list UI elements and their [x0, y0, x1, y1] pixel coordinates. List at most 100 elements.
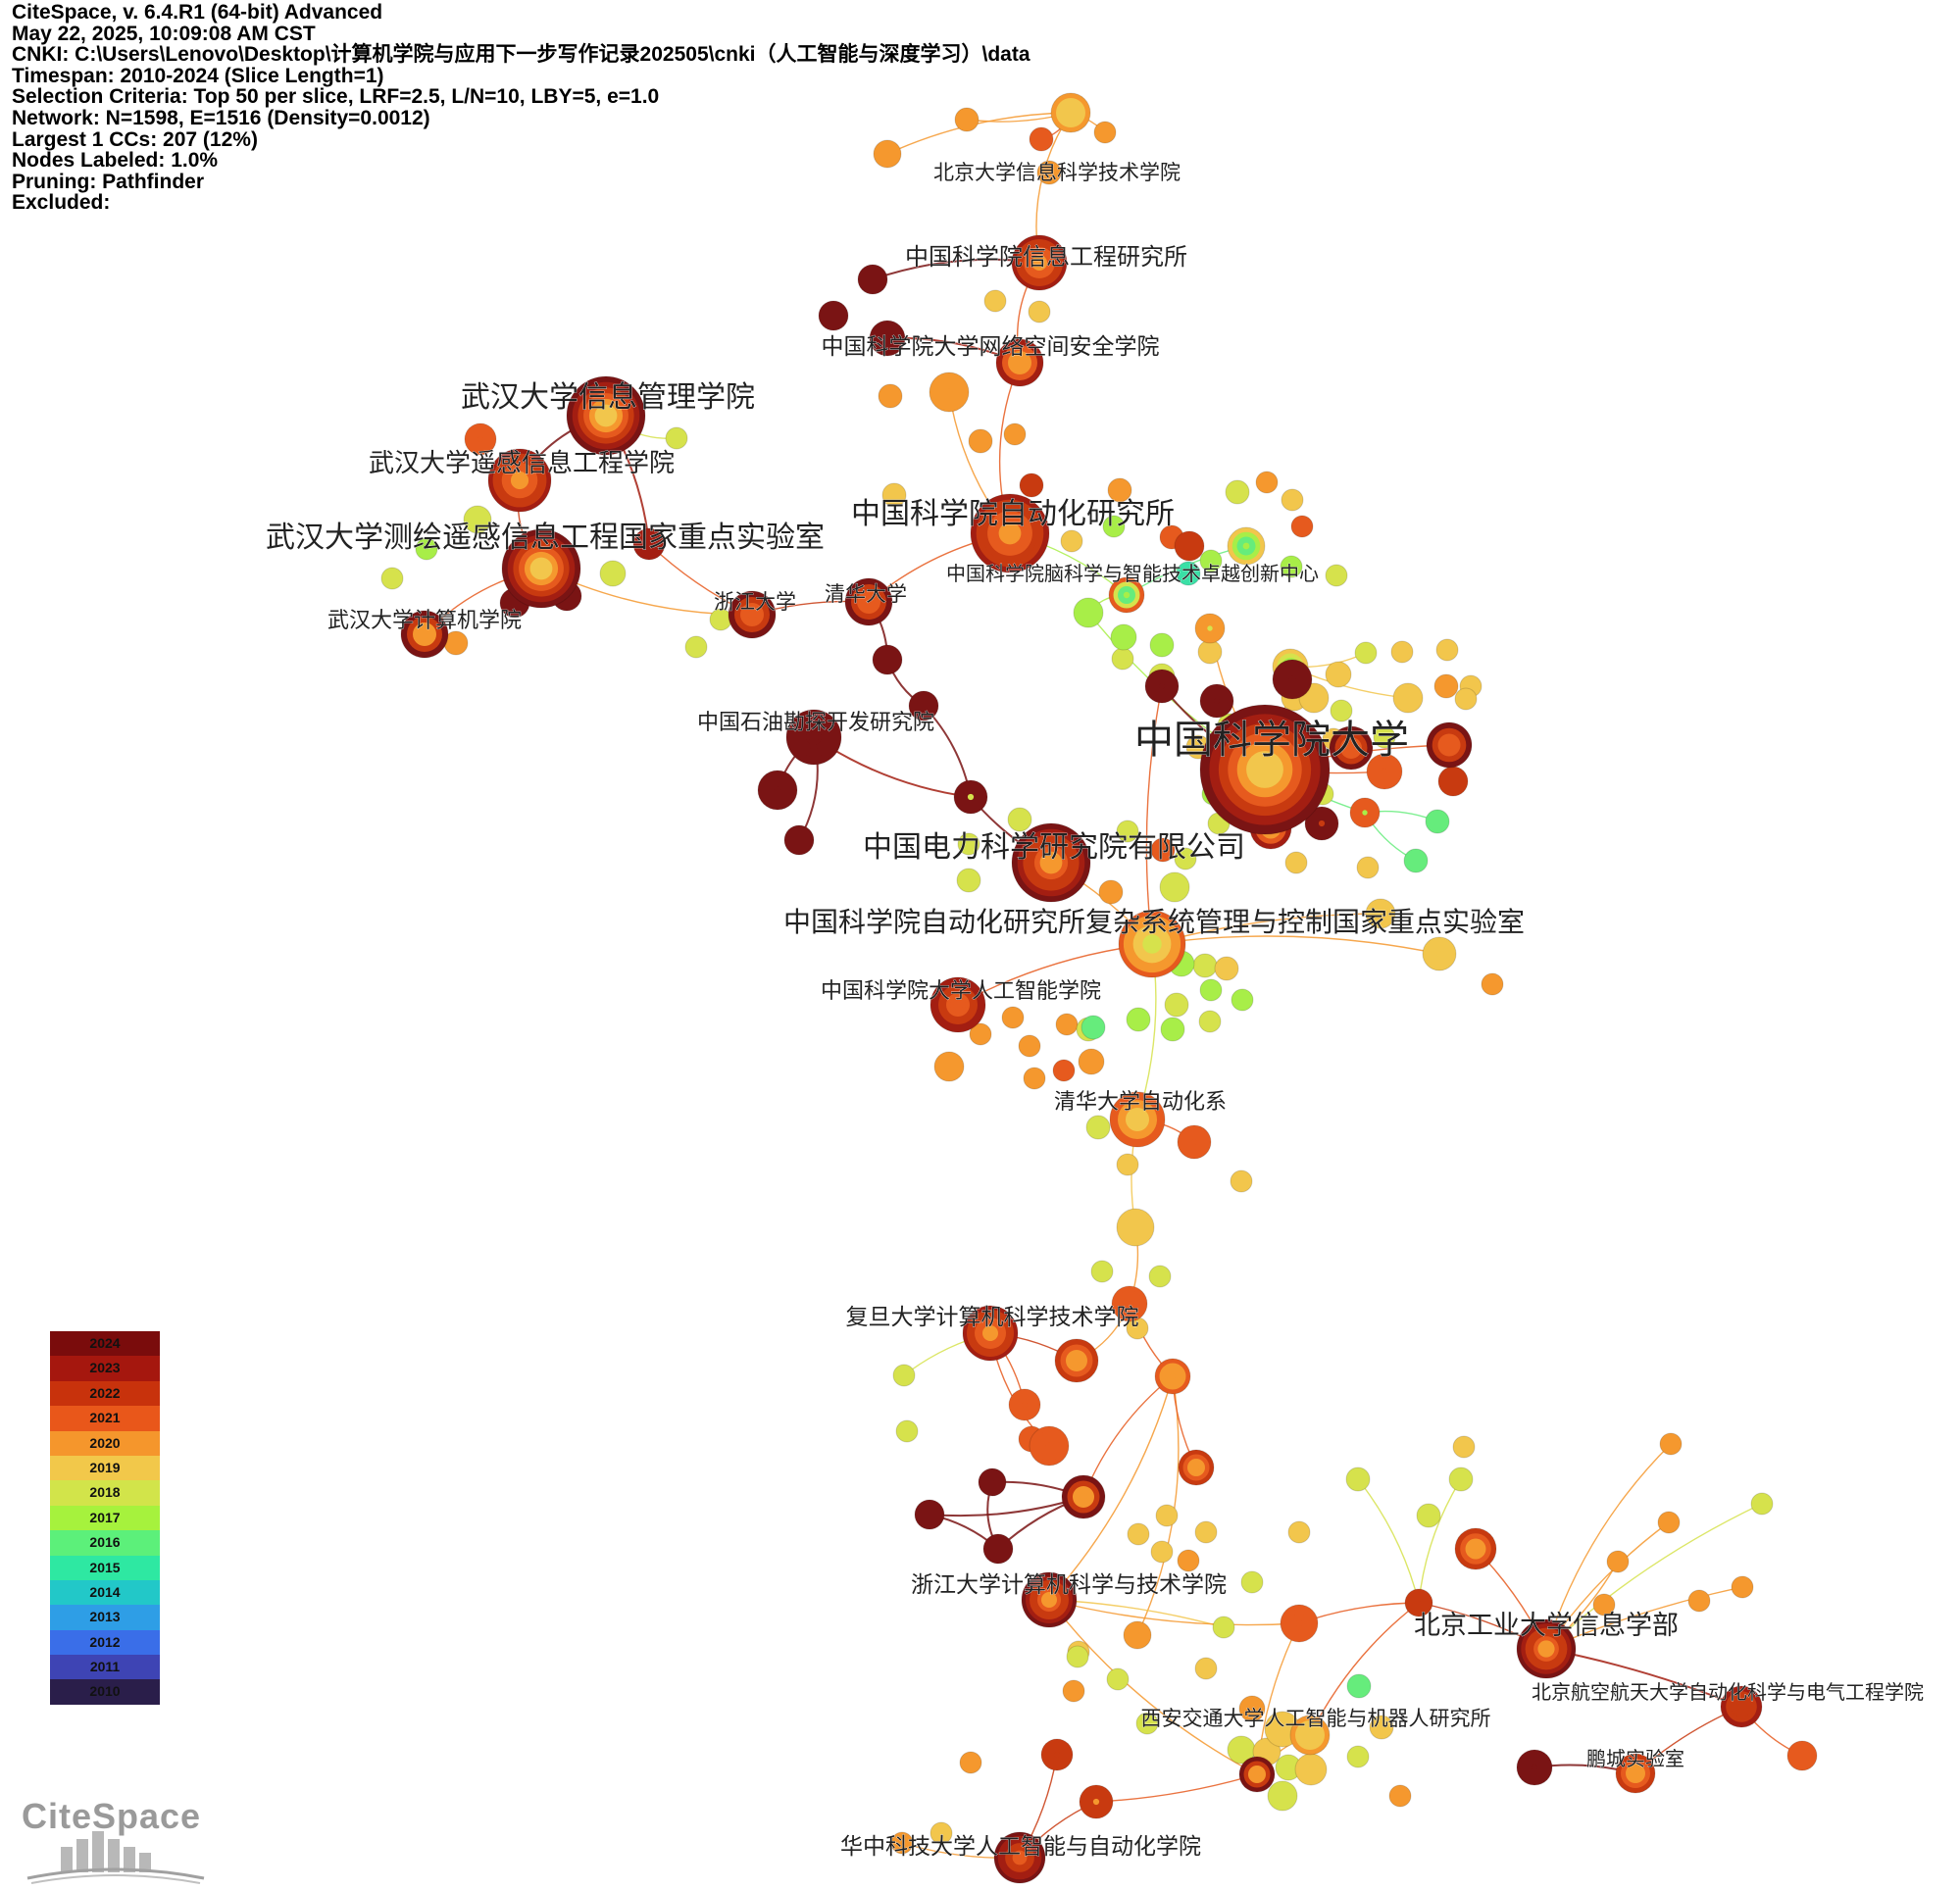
network-node[interactable] — [1073, 597, 1104, 628]
network-node[interactable] — [1040, 1738, 1074, 1771]
network-node[interactable] — [1280, 1604, 1319, 1643]
network-node[interactable] — [983, 289, 1007, 313]
network-node[interactable] — [1029, 126, 1054, 152]
network-node[interactable] — [1272, 659, 1313, 700]
network-node[interactable] — [914, 1499, 945, 1530]
network-node[interactable] — [1054, 1338, 1099, 1383]
network-node[interactable] — [1448, 1467, 1474, 1492]
network-node[interactable] — [1116, 820, 1139, 843]
network-node[interactable] — [1287, 1520, 1311, 1544]
network-node[interactable] — [929, 372, 970, 413]
network-node[interactable] — [1212, 1616, 1235, 1639]
network-node[interactable] — [1194, 1520, 1218, 1544]
network-node[interactable] — [930, 1821, 953, 1845]
network-node[interactable] — [1786, 1740, 1818, 1771]
network-node[interactable] — [1225, 479, 1250, 505]
network-node[interactable] — [1354, 641, 1378, 665]
network-node[interactable] — [1155, 1504, 1179, 1527]
network-node[interactable] — [1426, 721, 1473, 769]
network-node[interactable] — [1199, 549, 1223, 572]
network-node[interactable] — [684, 635, 708, 659]
network-node[interactable] — [959, 1751, 982, 1774]
network-node[interactable] — [400, 610, 449, 659]
network-node[interactable] — [1107, 477, 1132, 503]
network-node[interactable] — [1416, 1503, 1441, 1528]
network-node[interactable] — [969, 1022, 992, 1046]
network-node[interactable] — [1177, 1124, 1212, 1160]
network-node[interactable] — [1174, 847, 1197, 870]
network-node[interactable] — [463, 505, 492, 534]
network-node[interactable] — [1003, 423, 1027, 446]
network-node[interactable] — [632, 527, 666, 561]
network-node[interactable] — [1090, 1260, 1114, 1283]
network-node[interactable] — [1116, 1153, 1139, 1176]
network-node[interactable] — [1018, 1034, 1041, 1058]
network-node[interactable] — [1192, 953, 1218, 978]
network-node[interactable] — [1178, 1449, 1215, 1486]
network-node[interactable] — [1345, 1467, 1371, 1492]
network-node[interactable] — [1404, 1588, 1433, 1617]
network-node[interactable] — [930, 976, 986, 1033]
network-node[interactable] — [1388, 1784, 1412, 1808]
network-node[interactable] — [1109, 1091, 1166, 1148]
network-node[interactable] — [1750, 1492, 1774, 1516]
network-node[interactable] — [818, 300, 849, 331]
network-node[interactable] — [872, 644, 903, 675]
network-node[interactable] — [970, 493, 1050, 573]
network-node[interactable] — [1066, 1645, 1089, 1668]
network-node[interactable] — [1060, 529, 1083, 553]
network-node[interactable] — [1029, 1425, 1070, 1467]
network-node[interactable] — [1106, 1667, 1130, 1691]
network-node[interactable] — [1687, 1589, 1711, 1613]
network-node[interactable] — [1108, 576, 1145, 614]
network-node[interactable] — [1102, 515, 1126, 538]
network-node[interactable] — [1019, 472, 1044, 498]
network-node[interactable] — [881, 482, 907, 508]
network-node[interactable] — [1194, 1657, 1218, 1680]
network-node[interactable] — [1657, 1511, 1681, 1534]
network-node[interactable] — [1148, 1265, 1172, 1288]
network-node[interactable] — [1615, 1753, 1656, 1794]
network-node[interactable] — [1199, 978, 1223, 1002]
network-node[interactable] — [1280, 555, 1303, 578]
network-node[interactable] — [978, 1467, 1007, 1497]
network-node[interactable] — [415, 537, 438, 561]
network-node[interactable] — [1111, 647, 1134, 671]
network-node[interactable] — [1373, 725, 1396, 749]
network-node[interactable] — [878, 383, 903, 409]
network-node[interactable] — [1606, 1550, 1630, 1573]
network-node[interactable] — [1329, 725, 1374, 771]
network-node[interactable] — [1255, 471, 1279, 494]
network-node[interactable] — [1366, 753, 1403, 790]
network-node[interactable] — [1135, 1712, 1159, 1735]
network-node[interactable] — [1356, 856, 1380, 879]
network-node[interactable] — [957, 832, 980, 856]
network-node[interactable] — [728, 590, 777, 639]
network-node[interactable] — [1452, 1435, 1476, 1459]
network-node[interactable] — [1052, 1059, 1076, 1082]
network-node[interactable] — [1159, 871, 1190, 903]
network-node[interactable] — [1346, 1673, 1372, 1699]
network-node[interactable] — [1659, 1432, 1683, 1456]
network-node[interactable] — [1325, 564, 1348, 587]
network-node[interactable] — [1346, 1745, 1370, 1768]
network-node[interactable] — [1349, 797, 1381, 828]
network-node[interactable] — [1390, 640, 1414, 664]
network-node[interactable] — [892, 1364, 916, 1387]
network-node[interactable] — [1036, 160, 1062, 185]
network-node[interactable] — [982, 1533, 1014, 1565]
network-node[interactable] — [487, 448, 552, 513]
network-node[interactable] — [1079, 1784, 1114, 1819]
network-node[interactable] — [993, 1831, 1046, 1884]
network-node[interactable] — [566, 375, 646, 456]
network-node[interactable] — [1028, 300, 1051, 323]
network-node[interactable] — [1231, 988, 1254, 1012]
network-node[interactable] — [1330, 699, 1353, 722]
network-node[interactable] — [895, 1419, 919, 1443]
network-node[interactable] — [501, 528, 581, 609]
network-node[interactable] — [1050, 92, 1091, 133]
network-node[interactable] — [1008, 1388, 1041, 1421]
network-node[interactable] — [1454, 687, 1478, 711]
network-node[interactable] — [1392, 682, 1424, 714]
